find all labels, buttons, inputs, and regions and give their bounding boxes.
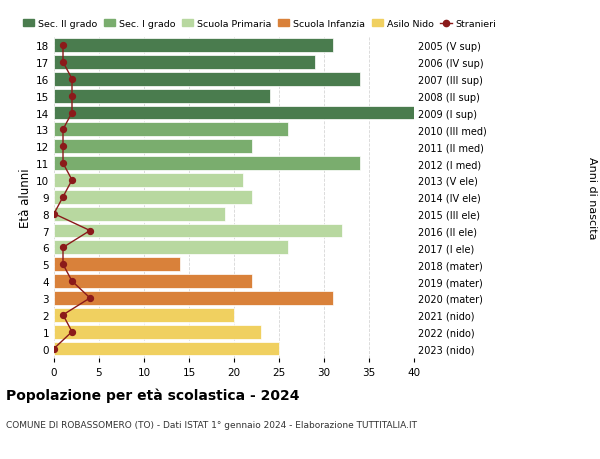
Point — [58, 261, 68, 269]
Point — [58, 126, 68, 134]
Point — [85, 227, 95, 235]
Y-axis label: Età alunni: Età alunni — [19, 168, 32, 227]
Bar — [54, 308, 234, 322]
Bar — [54, 106, 423, 120]
Point — [58, 42, 68, 50]
Bar — [54, 325, 261, 339]
Bar — [54, 291, 333, 305]
Point — [58, 194, 68, 201]
Bar — [54, 224, 342, 238]
Bar — [54, 207, 225, 221]
Bar — [54, 342, 279, 356]
Point — [67, 110, 77, 117]
Bar — [54, 190, 252, 204]
Legend: Sec. II grado, Sec. I grado, Scuola Primaria, Scuola Infanzia, Asilo Nido, Stran: Sec. II grado, Sec. I grado, Scuola Prim… — [23, 20, 496, 29]
Point — [58, 312, 68, 319]
Point — [67, 177, 77, 184]
Bar — [54, 90, 270, 103]
Text: COMUNE DI ROBASSOMERO (TO) - Dati ISTAT 1° gennaio 2024 - Elaborazione TUTTITALI: COMUNE DI ROBASSOMERO (TO) - Dati ISTAT … — [6, 420, 417, 429]
Point — [49, 345, 59, 353]
Bar — [54, 157, 360, 171]
Bar — [54, 56, 315, 70]
Bar — [54, 73, 360, 86]
Bar — [54, 258, 180, 272]
Point — [58, 59, 68, 67]
Text: Popolazione per età scolastica - 2024: Popolazione per età scolastica - 2024 — [6, 388, 299, 403]
Point — [49, 211, 59, 218]
Point — [58, 160, 68, 168]
Bar — [54, 39, 333, 53]
Point — [58, 244, 68, 252]
Bar — [54, 140, 252, 154]
Point — [67, 328, 77, 336]
Bar — [54, 174, 243, 187]
Point — [67, 76, 77, 83]
Point — [67, 278, 77, 285]
Text: Anni di nascita: Anni di nascita — [587, 156, 597, 239]
Bar — [54, 274, 252, 288]
Bar — [54, 241, 288, 255]
Bar — [54, 123, 288, 137]
Point — [85, 295, 95, 302]
Point — [58, 143, 68, 151]
Point — [67, 93, 77, 100]
